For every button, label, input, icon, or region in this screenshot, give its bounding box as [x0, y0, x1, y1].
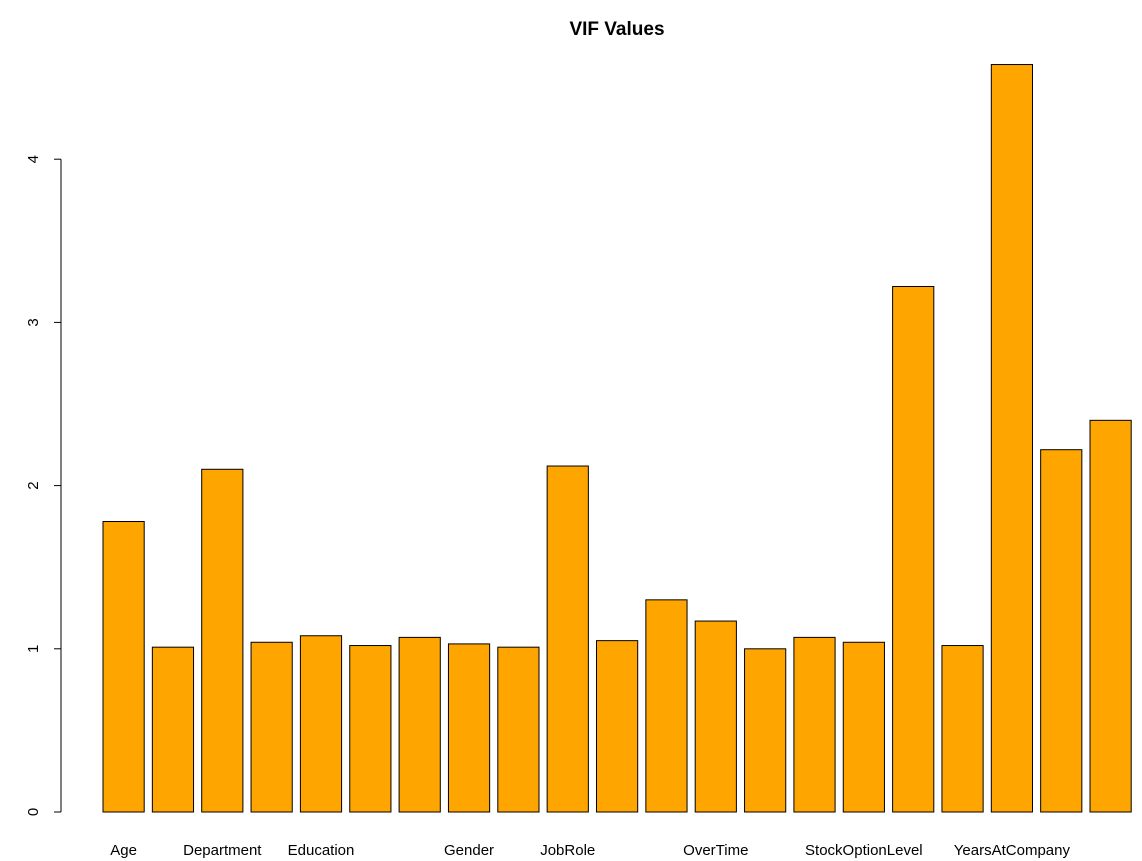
bar	[151, 646, 195, 813]
y-tick-label: 3	[25, 318, 42, 326]
bar	[645, 599, 688, 813]
y-axis: 0 1 2 3 4	[25, 155, 62, 816]
x-category-label: Age	[110, 842, 137, 859]
bar	[1040, 449, 1083, 813]
bar	[102, 521, 145, 813]
x-category-label: Department	[183, 842, 262, 859]
bar	[941, 645, 984, 813]
y-tick-label: 4	[25, 155, 42, 163]
x-category-label: StockOptionLevel	[805, 842, 923, 859]
x-category-label: YearsAtCompany	[954, 842, 1071, 859]
chart-title: VIF Values	[569, 19, 664, 40]
bar	[201, 468, 244, 813]
bar	[546, 465, 589, 813]
bars	[102, 64, 1132, 813]
bar	[250, 641, 293, 813]
bar	[744, 648, 787, 813]
bar	[398, 636, 441, 813]
bar	[497, 646, 540, 813]
x-category-label: Education	[288, 842, 355, 859]
x-category-label: OverTime	[683, 842, 748, 859]
bar	[990, 64, 1033, 813]
y-tick-label: 0	[25, 808, 42, 816]
y-tick-label: 1	[25, 645, 42, 653]
bar	[842, 641, 885, 813]
bar	[349, 645, 392, 813]
bar	[793, 636, 836, 813]
bar	[596, 640, 639, 813]
x-category-label: JobRole	[540, 842, 595, 859]
x-axis-labels: Age Department Education Gender JobRole OverT…	[110, 842, 1070, 859]
x-category-label: Gender	[444, 842, 494, 859]
bar	[1089, 419, 1132, 813]
bar	[892, 285, 935, 813]
bar	[299, 635, 343, 813]
y-tick-label: 2	[25, 481, 42, 489]
bar	[694, 620, 737, 813]
bar	[447, 643, 491, 813]
